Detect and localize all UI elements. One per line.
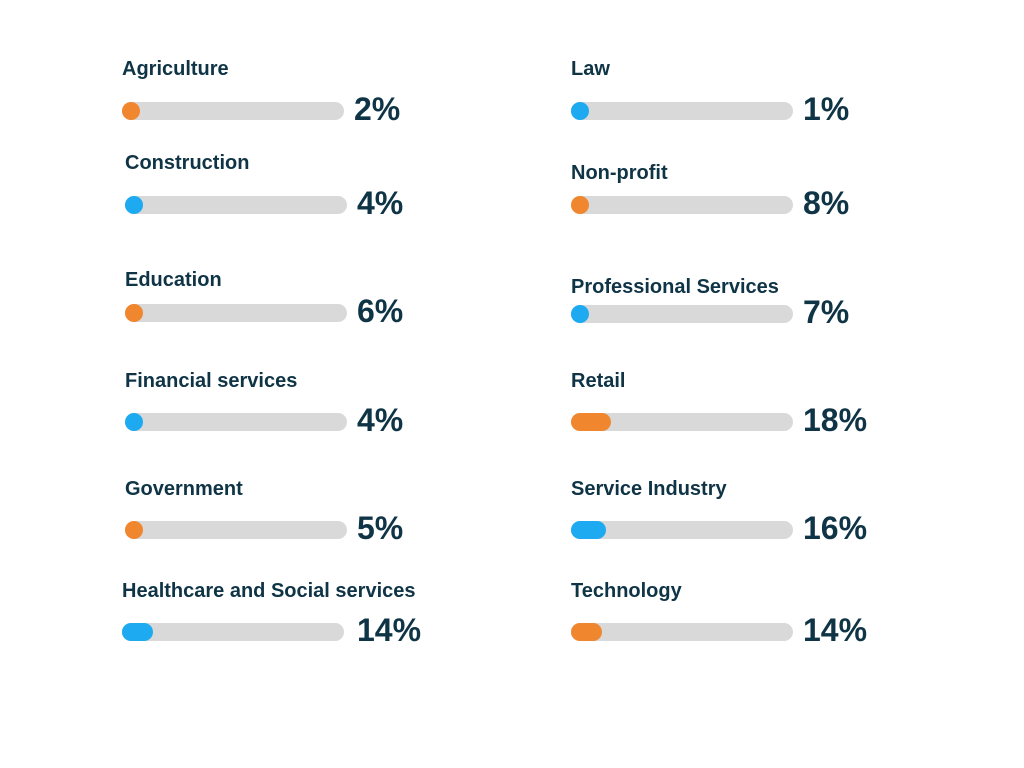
bar-item-healthcare-and-social-services: Healthcare and Social services 14% (122, 580, 462, 652)
bar-track-healthcare-and-social-services (122, 623, 344, 641)
bar-track-education (125, 304, 347, 322)
bar-track-service-industry (571, 521, 793, 539)
bar-track-non-profit (571, 196, 793, 214)
value-label-construction: 4% (357, 185, 404, 221)
bar-item-agriculture: Agriculture 2% (122, 58, 462, 130)
value-label-professional-services: 7% (803, 294, 850, 330)
category-label-government: Government (125, 478, 243, 500)
bar-fill-education (125, 304, 143, 322)
bar-item-technology: Technology 14% (571, 580, 911, 652)
category-label-technology: Technology (571, 580, 682, 602)
bar-item-law: Law 1% (571, 58, 911, 130)
bar-item-construction: Construction 4% (125, 152, 465, 224)
bar-item-non-profit: Non-profit 8% (571, 162, 911, 234)
value-label-education: 6% (357, 293, 404, 329)
category-label-service-industry: Service Industry (571, 478, 727, 500)
value-label-retail: 18% (803, 402, 868, 438)
category-label-professional-services: Professional Services (571, 276, 779, 298)
category-label-law: Law (571, 58, 610, 80)
value-label-healthcare-and-social-services: 14% (357, 612, 422, 648)
bar-item-financial-services: Financial services 4% (125, 370, 465, 442)
value-label-law: 1% (803, 91, 850, 127)
category-label-agriculture: Agriculture (122, 58, 229, 80)
bar-track-construction (125, 196, 347, 214)
bar-fill-law (571, 102, 589, 120)
value-label-service-industry: 16% (803, 510, 868, 546)
value-label-non-profit: 8% (803, 185, 850, 221)
category-label-financial-services: Financial services (125, 370, 298, 392)
category-label-retail: Retail (571, 370, 626, 392)
bar-item-service-industry: Service Industry 16% (571, 478, 911, 550)
bar-fill-financial-services (125, 413, 143, 431)
bar-item-government: Government 5% (125, 478, 465, 550)
bar-fill-technology (571, 623, 602, 641)
bar-item-education: Education 6% (125, 269, 465, 341)
bar-track-professional-services (571, 305, 793, 323)
category-label-non-profit: Non-profit (571, 162, 668, 184)
bar-fill-non-profit (571, 196, 589, 214)
bar-item-professional-services: Professional Services 7% (571, 276, 911, 348)
category-label-healthcare-and-social-services: Healthcare and Social services (122, 580, 416, 602)
bar-track-government (125, 521, 347, 539)
value-label-government: 5% (357, 510, 404, 546)
bar-fill-service-industry (571, 521, 607, 539)
value-label-agriculture: 2% (354, 91, 401, 127)
bar-fill-agriculture (122, 102, 140, 120)
bar-track-technology (571, 623, 793, 641)
bar-item-retail: Retail 18% (571, 370, 911, 442)
bar-track-retail (571, 413, 793, 431)
value-label-financial-services: 4% (357, 402, 404, 438)
bar-track-financial-services (125, 413, 347, 431)
bar-fill-construction (125, 196, 143, 214)
bar-fill-healthcare-and-social-services (122, 623, 153, 641)
bar-track-agriculture (122, 102, 344, 120)
bar-fill-retail (571, 413, 611, 431)
bar-track-law (571, 102, 793, 120)
category-label-construction: Construction (125, 152, 250, 174)
bar-fill-government (125, 521, 143, 539)
category-label-education: Education (125, 269, 222, 291)
value-label-technology: 14% (803, 612, 868, 648)
bar-fill-professional-services (571, 305, 589, 323)
